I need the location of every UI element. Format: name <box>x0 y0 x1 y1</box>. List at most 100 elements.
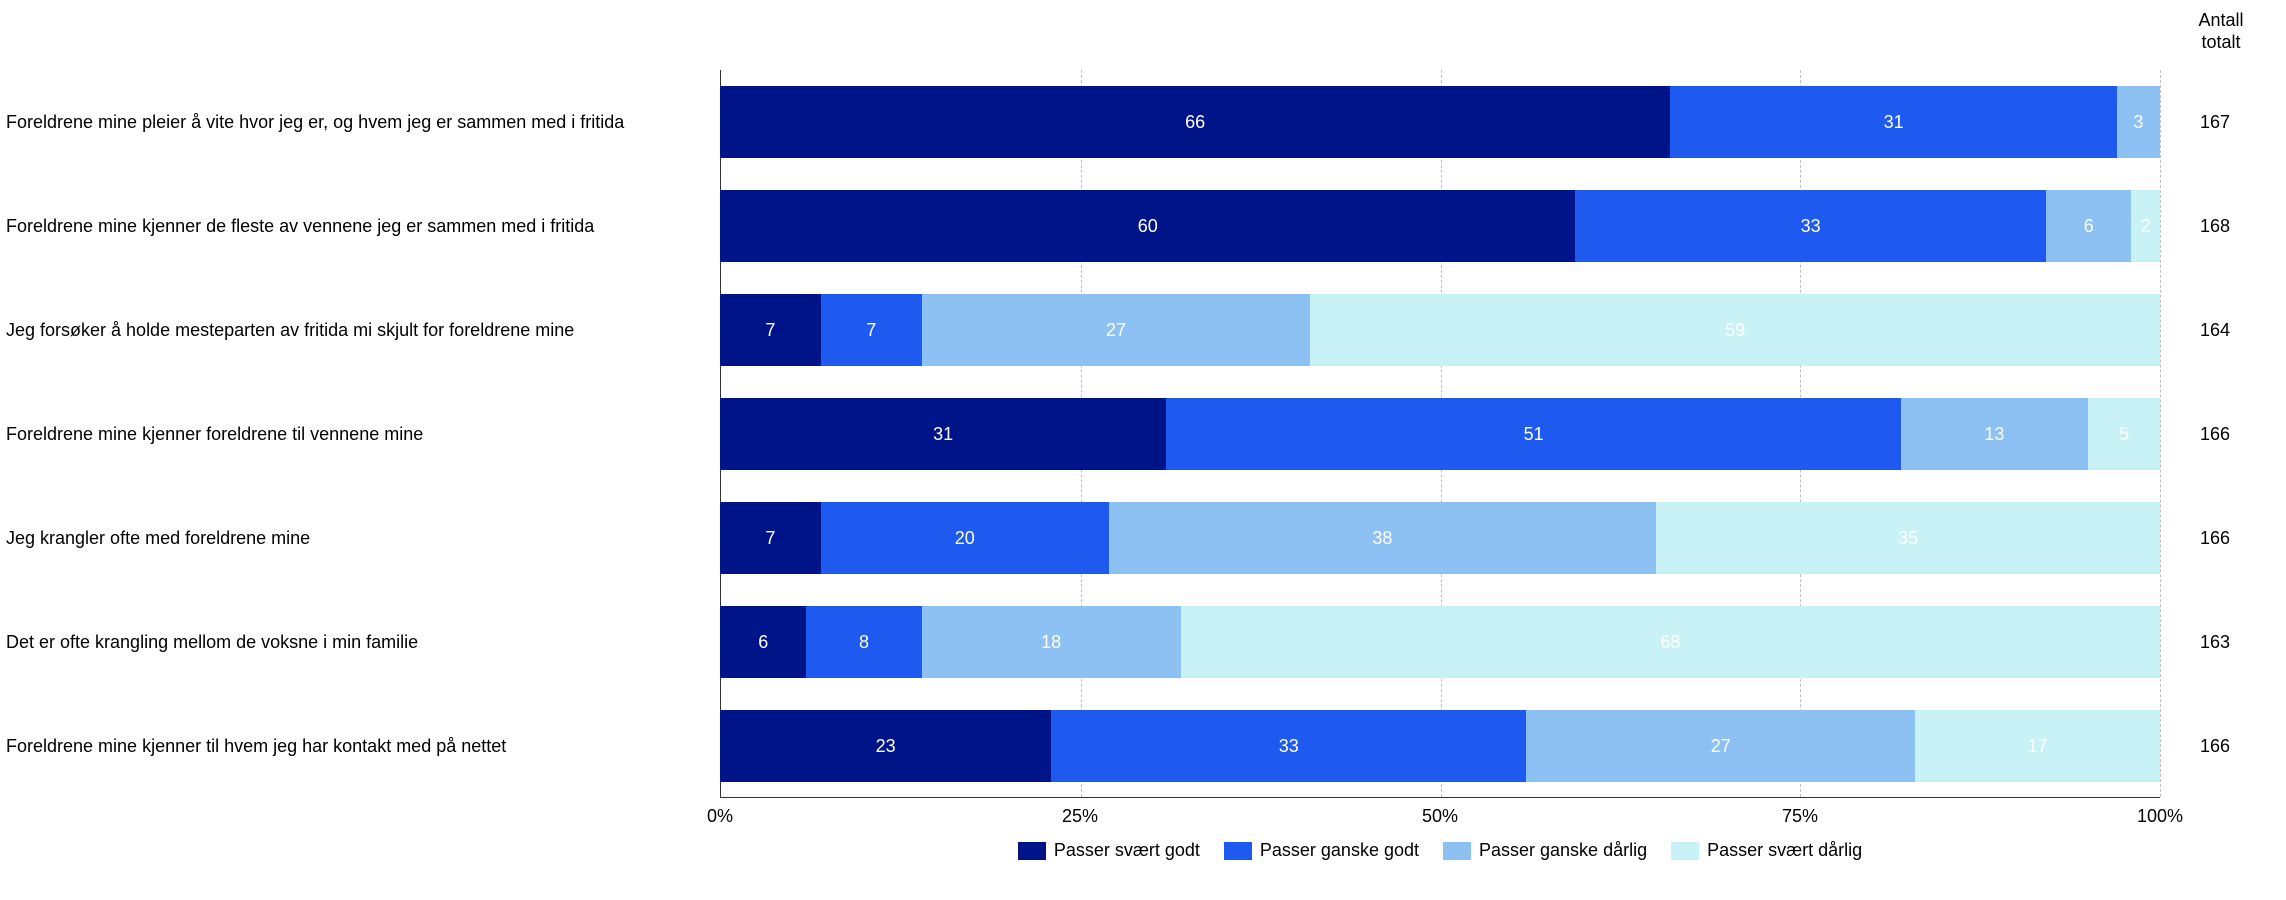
bar-segment: 59 <box>1310 294 2160 366</box>
chart-row: Foreldrene mine kjenner foreldrene til v… <box>0 382 2286 486</box>
row-label: Det er ofte krangling mellom de voksne i… <box>0 630 720 654</box>
bar-segment: 7 <box>720 502 821 574</box>
bar-segment-value: 60 <box>1138 216 1158 237</box>
bar-segment: 68 <box>1181 606 2160 678</box>
bar-segment: 38 <box>1109 502 1656 574</box>
row-total: 168 <box>2160 216 2270 237</box>
legend-label: Passer svært dårlig <box>1707 840 1862 861</box>
bar-segment: 2 <box>2131 190 2160 262</box>
bar-segment-value: 13 <box>1984 424 2004 445</box>
chart-row: Foreldrene mine pleier å vite hvor jeg e… <box>0 70 2286 174</box>
bar-segment: 6 <box>2046 190 2132 262</box>
bar-segment-value: 27 <box>1106 320 1126 341</box>
legend-label: Passer ganske godt <box>1260 840 1419 861</box>
legend-label: Passer svært godt <box>1054 840 1200 861</box>
row-total: 164 <box>2160 320 2270 341</box>
rows-container: Foreldrene mine pleier å vite hvor jeg e… <box>0 70 2286 798</box>
header-total: Antall totalt <box>2176 10 2266 53</box>
bar-segment: 60 <box>720 190 1575 262</box>
bar-segment-value: 2 <box>2141 216 2151 237</box>
bar-segment-value: 7 <box>765 528 775 549</box>
bar-segment: 7 <box>821 294 922 366</box>
bar-segment-value: 20 <box>955 528 975 549</box>
chart-container: Antall totalt Foreldrene mine pleier å v… <box>0 0 2286 900</box>
bar-segment-value: 35 <box>1898 528 1918 549</box>
bar-segment-value: 31 <box>933 424 953 445</box>
row-plot-cell: 66 31 3 <box>720 70 2160 174</box>
bar-segment: 31 <box>720 398 1166 470</box>
bar-segment-value: 6 <box>2084 216 2094 237</box>
bar-segment-value: 5 <box>2119 424 2129 445</box>
legend-swatch <box>1224 842 1252 860</box>
row-plot-cell: 7 7 27 59 <box>720 278 2160 382</box>
row-plot-cell: 7 20 38 35 <box>720 486 2160 590</box>
row-plot-cell: 23 33 27 17 <box>720 694 2160 798</box>
bar-segment: 35 <box>1656 502 2160 574</box>
chart-row: Det er ofte krangling mellom de voksne i… <box>0 590 2286 694</box>
legend-swatch <box>1671 842 1699 860</box>
row-label: Jeg forsøker å holde mesteparten av frit… <box>0 318 720 342</box>
bar-segment-value: 7 <box>765 320 775 341</box>
x-axis-tick: 100% <box>2137 806 2183 827</box>
legend-item: Passer ganske godt <box>1224 840 1419 861</box>
bar-segment-value: 8 <box>859 632 869 653</box>
row-label: Foreldrene mine kjenner de fleste av ven… <box>0 214 720 238</box>
x-axis-labels: 0%25%50%75%100% <box>720 802 2160 832</box>
row-plot-cell: 681868 <box>720 590 2160 694</box>
bar-segment: 66 <box>720 86 1670 158</box>
chart-row: Foreldrene mine kjenner til hvem jeg har… <box>0 694 2286 798</box>
bar-segment-value: 27 <box>1711 736 1731 757</box>
bar-segment-value: 68 <box>1660 632 1680 653</box>
header-total-line1: Antall <box>2198 10 2243 30</box>
bar-segment: 27 <box>1526 710 1915 782</box>
bar-segment-value: 23 <box>876 736 896 757</box>
x-axis-tick: 25% <box>1062 806 1098 827</box>
bar-segment-value: 59 <box>1725 320 1745 341</box>
bar-segment: 8 <box>806 606 921 678</box>
legend-swatch <box>1443 842 1471 860</box>
bar-segment-value: 17 <box>2028 736 2048 757</box>
x-axis-tick: 75% <box>1782 806 1818 827</box>
bar-segment: 17 <box>1915 710 2160 782</box>
legend-swatch <box>1018 842 1046 860</box>
bar-segment: 33 <box>1575 190 2045 262</box>
bar-segment: 18 <box>922 606 1181 678</box>
bar-segment-value: 51 <box>1524 424 1544 445</box>
bar-track: 66 31 3 <box>720 86 2160 158</box>
row-total: 163 <box>2160 632 2270 653</box>
header-total-line2: totalt <box>2201 32 2240 52</box>
bar-segment-value: 31 <box>1884 112 1904 133</box>
bar-segment-value: 33 <box>1279 736 1299 757</box>
row-label: Foreldrene mine pleier å vite hvor jeg e… <box>0 110 720 134</box>
legend-item: Passer ganske dårlig <box>1443 840 1647 861</box>
bar-track: 23 33 27 17 <box>720 710 2160 782</box>
row-plot-cell: 60 33 6 2 <box>720 174 2160 278</box>
row-total: 167 <box>2160 112 2270 133</box>
bar-segment: 3 <box>2117 86 2160 158</box>
legend-item: Passer svært godt <box>1018 840 1200 861</box>
bar-segment: 31 <box>1670 86 2116 158</box>
bar-segment-value: 66 <box>1185 112 1205 133</box>
row-plot-cell: 31 51 13 5 <box>720 382 2160 486</box>
chart-row: Jeg forsøker å holde mesteparten av frit… <box>0 278 2286 382</box>
bar-segment: 6 <box>720 606 806 678</box>
bar-segment-value: 7 <box>866 320 876 341</box>
bar-segment: 13 <box>1901 398 2088 470</box>
x-axis-tick: 50% <box>1422 806 1458 827</box>
row-total: 166 <box>2160 736 2270 757</box>
bar-segment: 33 <box>1051 710 1526 782</box>
row-label: Foreldrene mine kjenner foreldrene til v… <box>0 422 720 446</box>
bar-segment: 27 <box>922 294 1311 366</box>
bar-segment: 7 <box>720 294 821 366</box>
chart-row: Jeg krangler ofte med foreldrene mine720… <box>0 486 2286 590</box>
chart-row: Foreldrene mine kjenner de fleste av ven… <box>0 174 2286 278</box>
bar-track: 7 20 38 35 <box>720 502 2160 574</box>
bar-segment: 20 <box>821 502 1109 574</box>
legend-label: Passer ganske dårlig <box>1479 840 1647 861</box>
bar-segment-value: 33 <box>1801 216 1821 237</box>
bar-segment: 51 <box>1166 398 1900 470</box>
bar-segment-value: 6 <box>758 632 768 653</box>
row-label: Foreldrene mine kjenner til hvem jeg har… <box>0 734 720 758</box>
bar-track: 681868 <box>720 606 2160 678</box>
bar-segment: 5 <box>2088 398 2160 470</box>
